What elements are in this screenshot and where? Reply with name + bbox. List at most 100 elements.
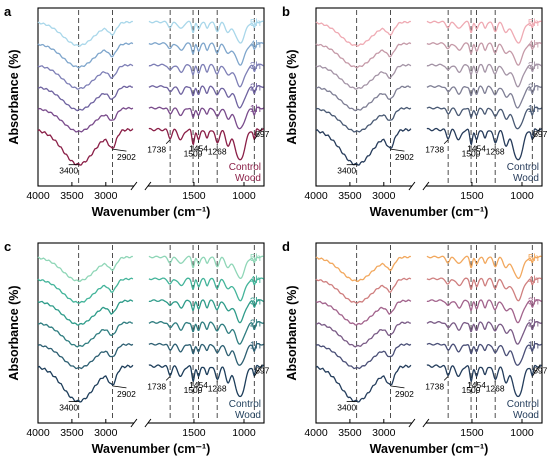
peak-label: 1454 <box>467 380 486 390</box>
peak-arrow <box>531 127 541 141</box>
peak-arrow <box>112 148 127 152</box>
panel-letter: b <box>282 4 290 19</box>
x-tick-label: 4000 <box>304 190 328 202</box>
spectrum-line <box>315 85 411 112</box>
series-label: 4h <box>528 40 539 51</box>
series-1h: 1h <box>315 340 542 370</box>
axis-break-gap <box>411 182 426 190</box>
series-label: 5h <box>250 253 261 264</box>
series-label: Wood <box>513 173 539 184</box>
spectrum-line <box>37 128 134 166</box>
axis-break-mark <box>130 418 138 428</box>
peak-label: 1509 <box>184 385 203 395</box>
x-axis-label: Wavenumber (cm⁻¹) <box>92 442 211 456</box>
panel-a: a 4000 3500 3000 1500 1000 Wavenumber (cm⁻¹) Ab… <box>4 4 270 219</box>
panel-d: d 4000 3500 3000 1500 1000 Wavenumber (cm⁻¹) Ab… <box>282 239 548 456</box>
spectrum-line <box>426 106 542 130</box>
series-label: 4h <box>250 275 261 286</box>
panel-letter: a <box>4 4 12 19</box>
y-axis-label: Absorbance (%) <box>285 285 299 380</box>
series-label: 3h <box>528 297 539 308</box>
series-label: 1h <box>250 340 261 351</box>
series-label: 2h <box>250 83 261 94</box>
peak-arrow <box>112 385 127 389</box>
peak-label: 1268 <box>486 383 505 393</box>
peak-label: 3400 <box>337 166 356 176</box>
x-tick-label: 3000 <box>372 190 396 202</box>
x-tick-label: 4000 <box>304 427 328 439</box>
series-1h: 1h <box>315 104 542 133</box>
peak-label: 1738 <box>147 381 166 391</box>
spectrum-line <box>426 85 542 109</box>
x-tick-label: 4000 <box>26 190 50 202</box>
series-5h: 5h <box>315 18 542 47</box>
peak-label: 897 <box>255 365 269 375</box>
series-label: 2h <box>250 319 261 330</box>
spectrum-line <box>37 106 134 133</box>
peak-label: 1509 <box>184 148 203 158</box>
x-tick-label: 1500 <box>182 427 206 439</box>
series-4h: 4h <box>315 40 542 69</box>
spectrum-line <box>37 255 133 283</box>
axis-break-mark <box>144 181 152 191</box>
spectrum-line <box>148 63 264 88</box>
spectrum-line <box>315 364 412 403</box>
x-tick-label: 1000 <box>510 427 534 439</box>
spectrum-line <box>148 277 264 302</box>
x-tick-label: 1500 <box>460 190 484 202</box>
spectrum-line <box>426 342 542 366</box>
series-label: 2h <box>528 319 539 330</box>
peak-label: 1268 <box>486 147 505 157</box>
spectrum-line <box>315 128 412 166</box>
peak-arrow <box>165 376 171 381</box>
series-label: 1h <box>528 340 539 351</box>
spectrum-line <box>315 42 412 69</box>
x-tick-label: 3000 <box>94 190 118 202</box>
spectrum-line <box>37 342 134 370</box>
peak-label: 897 <box>255 129 269 139</box>
x-tick-label: 1000 <box>232 427 256 439</box>
series-label: Control <box>229 162 261 173</box>
axis-break-mark <box>130 181 138 191</box>
spectrum-line <box>315 106 412 133</box>
spectrum-line <box>37 20 133 47</box>
peak-arrow <box>253 127 263 141</box>
series-label: 1h <box>528 104 539 115</box>
peak-label: 1454 <box>189 144 208 154</box>
peak-label: 2902 <box>395 389 414 399</box>
x-tick-label: 1000 <box>232 190 256 202</box>
plot-frame <box>315 7 543 187</box>
series-5h: 5h <box>315 253 542 283</box>
spectrum-line <box>426 277 542 302</box>
panel-letter: d <box>282 239 290 254</box>
spectrum-line <box>426 321 542 345</box>
axis-break-mark <box>422 418 430 428</box>
x-tick-label: 1000 <box>510 190 534 202</box>
series-5h: 5h <box>37 253 264 283</box>
peak-arrow <box>443 376 449 381</box>
series-2h: 2h <box>37 319 264 348</box>
axis-break-mark <box>408 418 416 428</box>
spectrum-line <box>148 321 264 345</box>
series-4h: 4h <box>315 275 542 305</box>
panel-c: c 4000 3500 3000 1500 1000 Wavenumber (cm⁻¹) Ab… <box>4 239 270 456</box>
series-2h: 2h <box>37 83 264 112</box>
spectrum-line <box>315 20 411 47</box>
axis-break-gap <box>133 419 148 427</box>
panel-b: b 4000 3500 3000 1500 1000 Wavenumber (cm⁻¹) Ab… <box>282 4 548 219</box>
x-tick-label: 3000 <box>372 427 396 439</box>
series-label: 4h <box>528 275 539 286</box>
x-axis-label: Wavenumber (cm⁻¹) <box>370 205 489 219</box>
spectrum-line <box>148 299 264 324</box>
peak-arrow <box>390 148 405 152</box>
spectrum-line <box>148 364 264 398</box>
x-tick-label: 3500 <box>338 190 362 202</box>
spectrum-line <box>315 342 412 370</box>
series-label: 5h <box>528 253 539 264</box>
spectrum-line <box>315 321 411 348</box>
x-tick-label: 3500 <box>338 427 362 439</box>
plot-frame <box>315 242 543 424</box>
spectrum-line <box>315 255 411 283</box>
